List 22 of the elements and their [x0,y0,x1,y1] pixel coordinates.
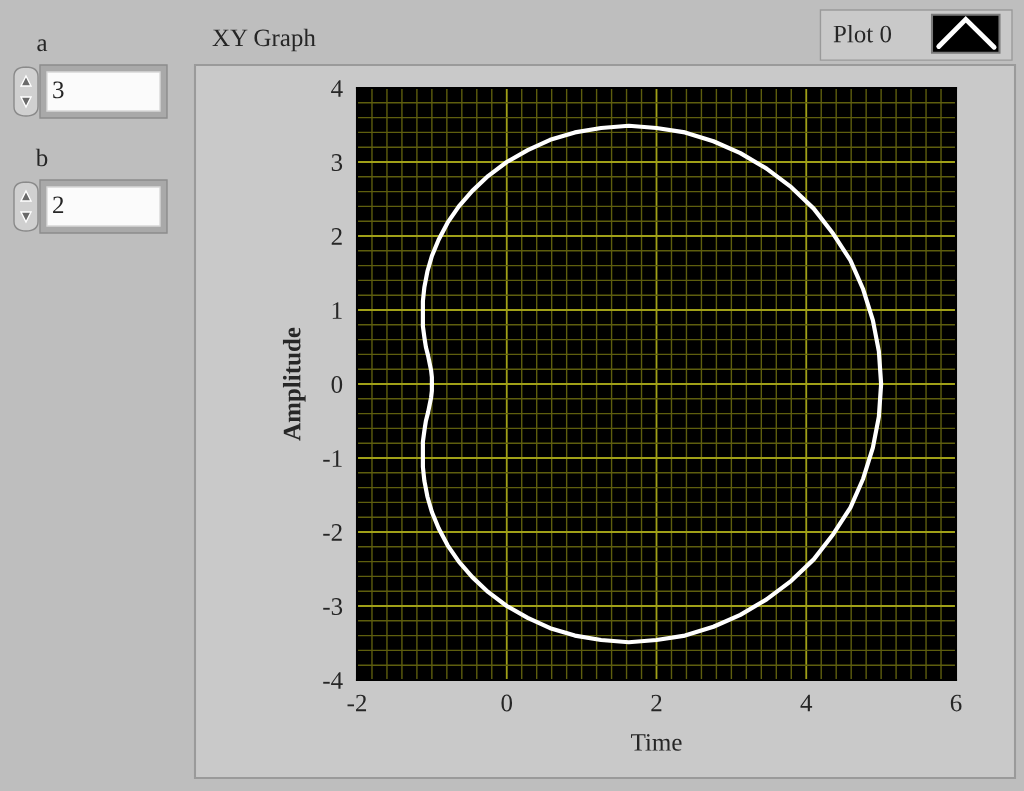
text: 3 [53,81,64,99]
y-tick-label: 1 [332,302,342,319]
text: a [37,39,48,52]
y-tick-label: -3 [323,598,343,615]
y-tick-label: 4 [331,80,343,97]
x-tick-label: 6 [950,694,962,712]
y-tick-label: 0 [331,376,343,393]
text: 2 [53,196,64,214]
y-tick-label: -2 [323,524,342,541]
y-tick-label: 2 [331,228,342,245]
text: b [35,148,48,167]
chart-title: XY Graph [212,28,316,52]
legend-label: Plot 0 [833,24,892,43]
x-tick-label: 2 [651,694,662,712]
x-tick-label: -2 [347,694,367,712]
y-tick-label: 3 [331,154,343,171]
x-tick-label: 4 [800,694,813,712]
x-axis-title: Time [631,734,682,751]
x-tick-label: 0 [501,694,513,712]
y-axis-title: Amplitude [282,327,306,441]
y-tick-label: -1 [323,450,342,467]
y-tick-label: -4 [323,672,343,689]
